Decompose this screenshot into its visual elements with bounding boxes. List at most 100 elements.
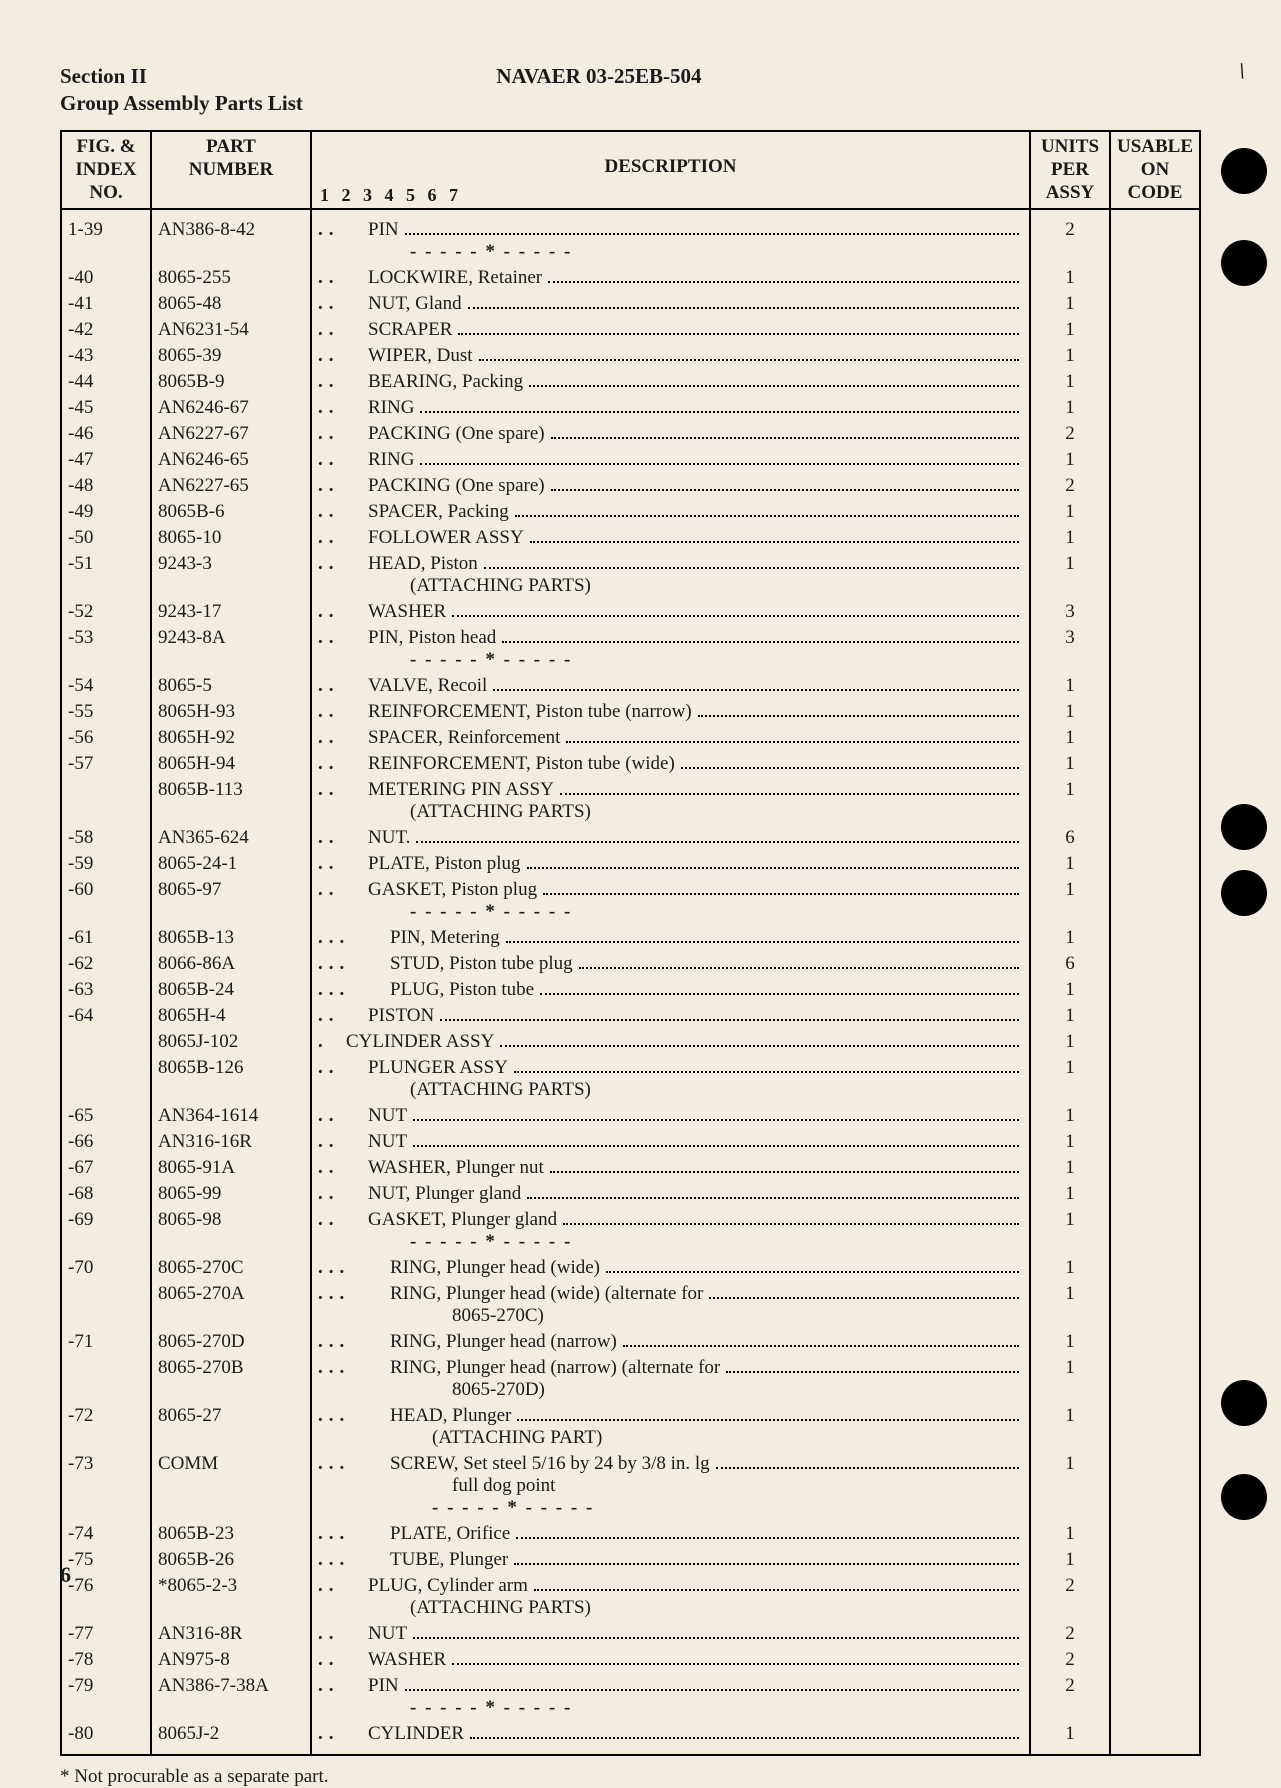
- indent-dots: ...: [318, 1523, 384, 1545]
- dot-leader: [405, 233, 1019, 235]
- cell-index: -41: [61, 291, 151, 317]
- cell-index: -76: [61, 1573, 151, 1621]
- cell-index: -53: [61, 625, 151, 673]
- table-row: 8065-270A...RING, Plunger head (wide) (a…: [61, 1281, 1200, 1329]
- cell-description: ...PLATE, Orifice: [311, 1521, 1030, 1547]
- parts-table: FIG. & INDEX NO. PART NUMBER DESCRIPTION…: [60, 130, 1201, 1756]
- cell-index: -78: [61, 1647, 151, 1673]
- cell-code: [1110, 369, 1200, 395]
- cell-index: -61: [61, 925, 151, 951]
- cell-description: ..PIN- - - - - * - - - - -: [311, 1673, 1030, 1721]
- cell-part-number: 8066-86A: [151, 951, 311, 977]
- dot-leader: [514, 1563, 1019, 1565]
- cell-description: ..PIN- - - - - * - - - - -: [311, 217, 1030, 265]
- cell-code: [1110, 877, 1200, 925]
- indent-dots: ..: [318, 827, 362, 849]
- cell-description: ..FOLLOWER ASSY: [311, 525, 1030, 551]
- dot-leader: [440, 1019, 1019, 1021]
- description-text: GASKET, Plunger gland: [362, 1209, 557, 1231]
- dot-leader: [500, 1045, 1019, 1047]
- cell-description: ..PACKING (One spare): [311, 421, 1030, 447]
- table-row: -65AN364-1614..NUT1: [61, 1103, 1200, 1129]
- cell-part-number: AN6246-67: [151, 395, 311, 421]
- table-row: -548065-5..VALVE, Recoil1: [61, 673, 1200, 699]
- dot-leader: [726, 1371, 1019, 1373]
- table-row: -708065-270C...RING, Plunger head (wide)…: [61, 1255, 1200, 1281]
- dot-leader: [530, 541, 1019, 543]
- description-text: GASKET, Piston plug: [362, 879, 537, 901]
- cell-index: -67: [61, 1155, 151, 1181]
- dot-leader: [416, 841, 1019, 843]
- cell-units: 1: [1030, 447, 1110, 473]
- cell-description: ..SPACER, Packing: [311, 499, 1030, 525]
- cell-index: -48: [61, 473, 151, 499]
- description-text: REINFORCEMENT, Piston tube (wide): [362, 753, 675, 775]
- description-text: HEAD, Piston: [362, 553, 478, 575]
- table-row: -808065J-2..CYLINDER1: [61, 1721, 1200, 1747]
- dot-leader: [606, 1271, 1019, 1273]
- cell-code: [1110, 1355, 1200, 1403]
- cell-code: [1110, 1721, 1200, 1747]
- indent-dots: ..: [318, 701, 362, 723]
- description-text: RING, Plunger head (narrow) (alternate f…: [384, 1357, 720, 1379]
- description-text: PIN, Piston head: [362, 627, 496, 649]
- cell-units: 2: [1030, 217, 1110, 265]
- cell-index: -71: [61, 1329, 151, 1355]
- cell-index: -60: [61, 877, 151, 925]
- description-text: WASHER: [362, 1649, 446, 1671]
- cell-index: -51: [61, 551, 151, 599]
- cell-part-number: 8065B-113: [151, 777, 311, 825]
- cell-index: -62: [61, 951, 151, 977]
- dot-leader: [405, 1689, 1019, 1691]
- cell-units: 1: [1030, 317, 1110, 343]
- description-text: RING: [362, 449, 414, 471]
- indent-dots: ..: [318, 527, 362, 549]
- dot-leader: [420, 411, 1019, 413]
- indent-dots: ..: [318, 879, 362, 901]
- cell-description: ...PLUG, Piston tube: [311, 977, 1030, 1003]
- cell-code: [1110, 217, 1200, 265]
- cell-description: ..WASHER: [311, 1647, 1030, 1673]
- cell-description: ..METERING PIN ASSY(ATTACHING PARTS): [311, 777, 1030, 825]
- indent-dots: ..: [318, 423, 362, 445]
- description-text: PLUG, Piston tube: [384, 979, 534, 1001]
- cell-part-number: AN386-8-42: [151, 217, 311, 265]
- cell-part-number: 8065-270B: [151, 1355, 311, 1403]
- table-body: 1-39AN386-8-42..PIN- - - - - * - - - - -…: [61, 209, 1200, 1755]
- cell-units: 1: [1030, 1155, 1110, 1181]
- table-row: 8065-270B...RING, Plunger head (narrow) …: [61, 1355, 1200, 1403]
- indent-dots: ...: [318, 1283, 384, 1305]
- indent-dots: ..: [318, 1131, 362, 1153]
- indent-dots: ..: [318, 553, 362, 575]
- description-subtext: (ATTACHING PARTS): [318, 575, 1023, 597]
- table-row: -408065-255..LOCKWIRE, Retainer1: [61, 265, 1200, 291]
- cell-units: 1: [1030, 1403, 1110, 1451]
- cell-units: 1: [1030, 1129, 1110, 1155]
- table-row: -48AN6227-65..PACKING (One spare)2: [61, 473, 1200, 499]
- cell-units: 1: [1030, 1029, 1110, 1055]
- dot-leader: [413, 1119, 1019, 1121]
- table-row: -598065-24-1..PLATE, Piston plug1: [61, 851, 1200, 877]
- table-row: -638065B-24...PLUG, Piston tube1: [61, 977, 1200, 1003]
- indent-dots: ..: [318, 1649, 362, 1671]
- cell-index: [61, 1281, 151, 1329]
- cell-part-number: *8065-2-3: [151, 1573, 311, 1621]
- table-row: -76*8065-2-3..PLUG, Cylinder arm(ATTACHI…: [61, 1573, 1200, 1621]
- cell-description: ...SCREW, Set steel 5/16 by 24 by 3/8 in…: [311, 1451, 1030, 1521]
- cell-units: 1: [1030, 1355, 1110, 1403]
- cell-index: [61, 1355, 151, 1403]
- cell-code: [1110, 525, 1200, 551]
- cell-description: ..NUT.: [311, 825, 1030, 851]
- cell-part-number: 8065-98: [151, 1207, 311, 1255]
- description-text: PIN: [362, 219, 399, 241]
- description-text: RING, Plunger head (narrow): [384, 1331, 617, 1353]
- description-text: CYLINDER: [362, 1723, 464, 1745]
- cell-code: [1110, 551, 1200, 599]
- indent-dots: ...: [318, 1453, 384, 1475]
- description-text: SCREW, Set steel 5/16 by 24 by 3/8 in. l…: [384, 1453, 710, 1475]
- cell-description: ...HEAD, Plunger(ATTACHING PART): [311, 1403, 1030, 1451]
- cell-units: 1: [1030, 551, 1110, 599]
- cell-index: -49: [61, 499, 151, 525]
- cell-part-number: AN6227-67: [151, 421, 311, 447]
- cell-index: -65: [61, 1103, 151, 1129]
